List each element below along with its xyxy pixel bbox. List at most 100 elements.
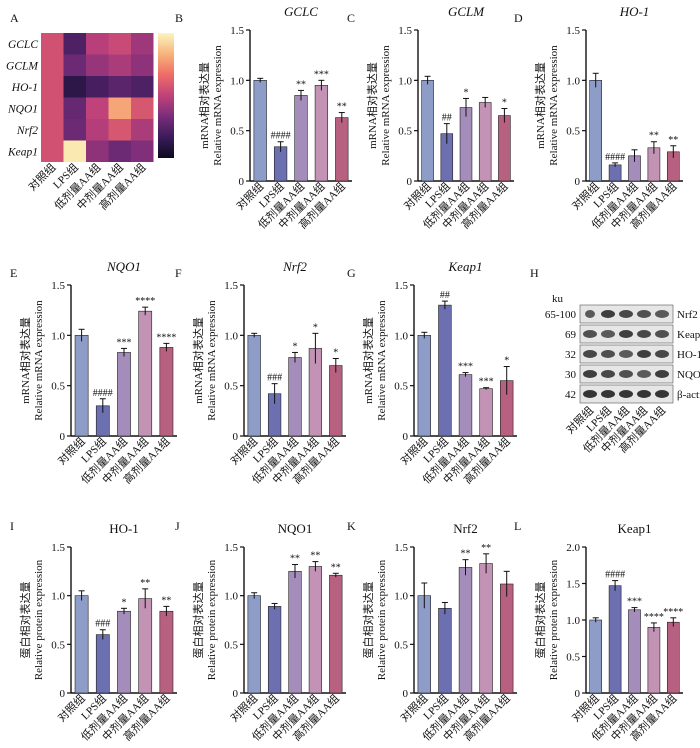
bar	[247, 335, 261, 437]
y-tick-label: 1.5	[51, 280, 65, 292]
panel-j: J NQO1 0 0.5 1.0 1.5 蛋白相对表达量 Relative protein e…	[175, 519, 346, 743]
heatmap-cell	[131, 97, 154, 119]
y-axis-label-en: Relative protein expression	[33, 559, 45, 680]
bar	[253, 80, 267, 182]
y-axis-label-en: Relative protein expression	[206, 559, 218, 680]
panel-letter: F	[175, 266, 182, 280]
y-axis-label-cn: mRNA相对表达量	[197, 62, 211, 149]
bar	[288, 571, 302, 694]
heatmap-cell	[86, 76, 109, 98]
bar	[314, 85, 329, 182]
blot-band	[637, 310, 651, 318]
bar	[267, 606, 282, 694]
significance-label: *	[293, 341, 298, 352]
heatmap-cell	[41, 140, 64, 162]
y-axis-label-en: Relative mRNA expression	[548, 45, 560, 166]
bar	[117, 352, 131, 437]
blot-band	[619, 370, 633, 378]
y-tick-label: 1.0	[51, 330, 65, 342]
significance-label: *	[313, 322, 318, 333]
significance-label: ****	[135, 296, 155, 307]
blot-band	[655, 370, 669, 378]
y-tick-label: 0	[60, 688, 66, 700]
bar	[329, 574, 343, 694]
heatmap-row-label: HO-1	[11, 82, 38, 94]
y-tick-label: 1.0	[566, 615, 580, 627]
heatmap-cell	[63, 76, 86, 98]
y-tick-label: 1.5	[394, 280, 408, 292]
y-tick-label: 1.0	[230, 75, 244, 87]
significance-label: **	[161, 595, 171, 606]
y-tick-label: 0	[403, 688, 409, 700]
panel-d: D HO-1 0 0.5 1.0 1.5 mRNA相对表达量 Relative mRNA ex…	[514, 4, 683, 231]
y-tick-label: 0.5	[230, 126, 244, 138]
blot-band	[637, 370, 651, 378]
heatmap-cell	[108, 119, 131, 141]
y-tick-label: 1.5	[566, 25, 580, 37]
bar	[589, 80, 603, 182]
significance-label: ###	[267, 373, 282, 384]
heatmap-column-label: 对照组	[25, 160, 58, 193]
bar	[438, 608, 452, 694]
significance-label: *	[333, 347, 338, 358]
blot-band	[583, 370, 597, 378]
y-tick-label: 0	[60, 431, 66, 443]
panel-letter: A	[10, 11, 19, 25]
bar	[117, 610, 131, 694]
panel-letter: K	[347, 519, 356, 533]
blot-mw-label: 32	[565, 349, 576, 361]
heatmap-cell	[108, 76, 131, 98]
blot-band	[619, 330, 633, 338]
significance-label: **	[481, 543, 491, 554]
chart-title: Nrf2	[282, 259, 307, 274]
y-tick-label: 0.5	[224, 381, 238, 393]
significance-label: ####	[93, 388, 113, 399]
y-tick-label: 0	[233, 688, 239, 700]
heatmap-cell	[63, 119, 86, 141]
blot-band	[619, 350, 633, 358]
blot-band	[655, 330, 669, 338]
bar	[159, 347, 174, 437]
y-tick-label: 0	[407, 176, 413, 188]
y-tick-label: 0.5	[566, 126, 580, 138]
blot-band	[601, 350, 615, 358]
significance-label: **	[290, 554, 300, 565]
panel-letter: I	[10, 519, 14, 533]
bar	[74, 335, 89, 437]
bar	[500, 583, 514, 694]
significance-label: **	[668, 135, 678, 146]
heatmap-cell	[63, 54, 86, 76]
heatmap-cell	[41, 97, 64, 119]
significance-label: **	[461, 549, 471, 560]
y-axis-label-cn: 蛋白相对表达量	[18, 582, 32, 659]
blot-protein-label: NQO1	[677, 369, 700, 381]
heatmap-cell	[131, 54, 154, 76]
panel-letter: C	[347, 11, 355, 25]
y-axis-label-cn: mRNA相对表达量	[191, 317, 205, 404]
bar	[335, 117, 349, 182]
y-axis-label-en: Relative mRNA expression	[376, 300, 388, 421]
y-axis-label-en: Relative protein expression	[548, 559, 560, 680]
bar	[288, 357, 302, 437]
heatmap-cell	[131, 33, 154, 55]
significance-label: ****	[644, 612, 664, 623]
significance-label: **	[337, 102, 347, 113]
chart-title: HO-1	[109, 521, 139, 536]
y-tick-label: 1.0	[398, 75, 412, 87]
bar	[294, 95, 308, 182]
bar	[458, 374, 473, 437]
heatmap-row-label: NQO1	[7, 103, 38, 115]
bar	[608, 164, 622, 182]
significance-label: ***	[314, 69, 329, 80]
significance-label: *	[464, 87, 469, 98]
chart-title: HO-1	[619, 4, 650, 19]
heatmap-cell	[86, 140, 109, 162]
bar	[421, 80, 434, 182]
bar	[308, 566, 323, 694]
panel-g: G Keap1 0 0.5 1.0 1.5 mRNA相对表达量 Relative mRNA e…	[347, 259, 517, 486]
y-tick-label: 0.5	[398, 126, 412, 138]
y-tick-label: 1.5	[566, 579, 580, 591]
heatmap-cell	[108, 97, 131, 119]
bar	[459, 107, 473, 182]
